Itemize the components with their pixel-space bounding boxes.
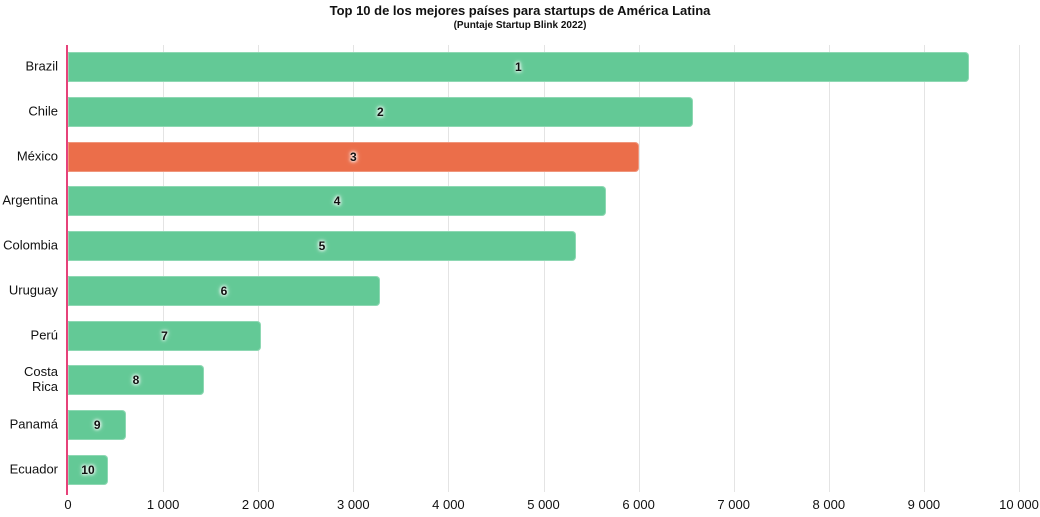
bar-row: 1 xyxy=(68,45,1019,90)
gridline xyxy=(353,45,355,492)
bar: 4 xyxy=(68,186,607,217)
y-axis-label: Ecuador xyxy=(9,461,58,477)
bar-rank-label: 3 xyxy=(349,149,357,164)
bar-rank-label: 7 xyxy=(161,328,168,343)
bar: 5 xyxy=(68,231,576,262)
bar-row: 8 xyxy=(68,358,1019,403)
x-axis-tick-labels: 0 1 000 2 000 3 000 4 000 5 000 6 000 7 000 8 00… xyxy=(64,497,1039,515)
bar-rank-label: 8 xyxy=(132,373,140,388)
bar-rank-label: 9 xyxy=(93,417,101,432)
bar-row: 5 xyxy=(68,224,1019,269)
gridline xyxy=(923,45,925,492)
bar: 3 xyxy=(68,141,639,172)
bar: 10 xyxy=(68,454,108,485)
bar-rank-label: 6 xyxy=(220,283,228,298)
x-tick-label: 5 000 xyxy=(527,497,560,512)
gridline xyxy=(448,45,450,492)
bar: 9 xyxy=(68,409,127,440)
bar: 6 xyxy=(68,275,380,306)
bar-row: 10 xyxy=(68,447,1019,492)
y-axis-label: Costa Rica xyxy=(24,364,58,395)
bar-rank-label: 2 xyxy=(377,105,384,120)
y-axis-label: México xyxy=(16,148,58,164)
plot-area: 1 2 3 4 5 6 7 8 9 10 xyxy=(66,45,1020,495)
bar-row: 9 xyxy=(68,403,1019,448)
gridline xyxy=(258,45,260,492)
y-axis-label: Panamá xyxy=(9,416,58,432)
x-tick-label: 2 000 xyxy=(241,497,275,512)
gridline xyxy=(1019,45,1020,492)
x-tick-label: 8 000 xyxy=(812,497,846,512)
y-axis-labels: Brazil Chile México Argentina Colombia Urugua… xyxy=(0,45,60,492)
y-axis-label: Perú xyxy=(30,327,58,343)
y-axis-label: Chile xyxy=(28,103,58,119)
gridline xyxy=(828,45,830,492)
bar: 1 xyxy=(68,52,969,83)
x-tick-label: 7 000 xyxy=(717,497,750,512)
x-tick-label: 10 000 xyxy=(999,497,1039,512)
chart-subtitle: (Puntaje Startup Blink 2022) xyxy=(453,20,587,31)
bar-row: 3 xyxy=(68,134,1019,179)
x-tick-label: 6 000 xyxy=(622,497,655,512)
bar-row: 7 xyxy=(68,313,1019,358)
bar-row: 6 xyxy=(68,269,1019,314)
x-tick-label: 4 000 xyxy=(432,497,465,512)
bar: 2 xyxy=(68,97,693,128)
gridline xyxy=(733,45,735,492)
chart-title: Top 10 de los mejores países para startu… xyxy=(329,3,711,18)
bar-rank-label: 4 xyxy=(333,194,341,209)
gridline xyxy=(638,45,640,492)
x-tick-label: 3 000 xyxy=(337,497,370,512)
gridline xyxy=(163,45,165,492)
y-axis-label: Argentina xyxy=(2,192,58,208)
bar-rank-label: 1 xyxy=(514,60,522,75)
x-tick-label: 1 000 xyxy=(146,497,180,512)
gridline xyxy=(543,45,545,492)
bar-row: 4 xyxy=(68,179,1019,224)
bar-rank-label: 5 xyxy=(318,239,326,254)
x-tick-label: 9 000 xyxy=(907,497,941,512)
y-axis-label: Brazil xyxy=(25,58,58,74)
bar: 7 xyxy=(68,320,262,351)
bar-row: 2 xyxy=(68,90,1019,135)
x-tick-label: 0 xyxy=(64,497,72,512)
y-axis-label: Colombia xyxy=(3,237,58,253)
bar: 8 xyxy=(68,365,204,396)
y-axis-label: Uruguay xyxy=(8,282,58,298)
bar-rank-label: 10 xyxy=(81,462,95,477)
y-axis-line xyxy=(66,45,68,495)
